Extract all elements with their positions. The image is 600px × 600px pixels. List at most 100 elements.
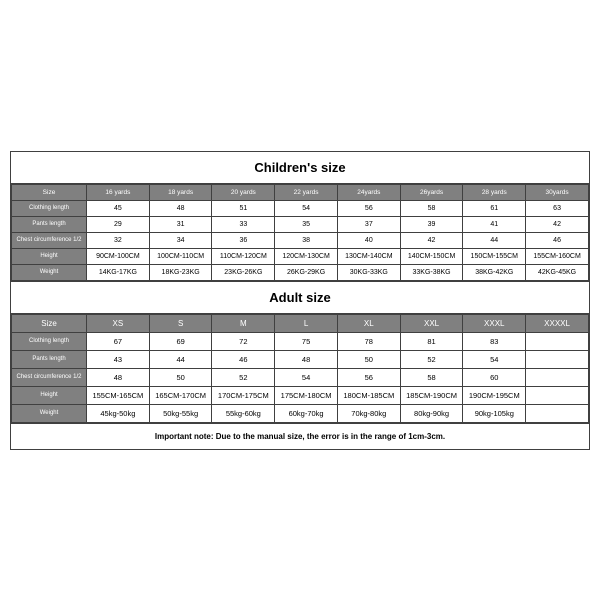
cell: 155CM-160CM [526, 248, 589, 264]
cell: 39 [400, 216, 463, 232]
col-header: 22 yards [275, 184, 338, 200]
cell: 140CM-150CM [400, 248, 463, 264]
cell: 72 [212, 332, 275, 350]
cell: 48 [87, 368, 150, 386]
cell: 45 [87, 200, 150, 216]
cell [526, 368, 589, 386]
cell: 23KG-26KG [212, 264, 275, 280]
cell: 43 [87, 350, 150, 368]
col-header: XXL [400, 314, 463, 332]
cell: 180CM-185CM [337, 386, 400, 404]
cell: 26KG-29KG [275, 264, 338, 280]
col-header: 28 yards [463, 184, 526, 200]
adult-table: Size XS S M L XL XXL XXXL XXXXL Clothing… [11, 314, 589, 423]
cell: 90CM-100CM [87, 248, 150, 264]
cell: 185CM-190CM [400, 386, 463, 404]
table-row: Pants length2931333537394142 [12, 216, 589, 232]
col-header: L [275, 314, 338, 332]
adult-body: Clothing length67697275788183Pants lengt… [12, 332, 589, 422]
row-label: Height [12, 248, 87, 264]
cell: 41 [463, 216, 526, 232]
cell [526, 386, 589, 404]
cell: 38 [275, 232, 338, 248]
cell: 190CM-195CM [463, 386, 526, 404]
cell: 52 [212, 368, 275, 386]
cell: 78 [337, 332, 400, 350]
cell: 75 [275, 332, 338, 350]
cell: 100CM-110CM [149, 248, 212, 264]
cell: 33KG-38KG [400, 264, 463, 280]
cell: 42 [526, 216, 589, 232]
cell: 69 [149, 332, 212, 350]
cell [526, 332, 589, 350]
table-row: Weight45kg-50kg50kg-55kg55kg-60kg60kg-70… [12, 404, 589, 422]
children-body: Clothing length4548515456586163Pants len… [12, 200, 589, 280]
col-header: XXXL [463, 314, 526, 332]
row-label: Height [12, 386, 87, 404]
cell: 58 [400, 200, 463, 216]
col-header: Size [12, 314, 87, 332]
table-row: Height90CM-100CM100CM-110CM110CM-120CM12… [12, 248, 589, 264]
cell: 42 [400, 232, 463, 248]
adult-title: Adult size [11, 281, 589, 314]
cell: 29 [87, 216, 150, 232]
cell: 63 [526, 200, 589, 216]
row-label: Chest circumference 1/2 [12, 368, 87, 386]
cell: 81 [400, 332, 463, 350]
cell: 61 [463, 200, 526, 216]
col-header: 16 yards [87, 184, 150, 200]
cell: 45kg-50kg [87, 404, 150, 422]
cell: 44 [149, 350, 212, 368]
size-chart-container: Children's size Size 16 yards 18 yards 2… [10, 151, 590, 450]
cell: 30KG-33KG [337, 264, 400, 280]
cell: 120CM-130CM [275, 248, 338, 264]
col-header: XXXXL [526, 314, 589, 332]
col-header: M [212, 314, 275, 332]
cell: 46 [526, 232, 589, 248]
cell: 46 [212, 350, 275, 368]
col-header: 26yards [400, 184, 463, 200]
cell: 44 [463, 232, 526, 248]
cell: 56 [337, 200, 400, 216]
cell: 36 [212, 232, 275, 248]
col-header: 24yards [337, 184, 400, 200]
row-label: Pants length [12, 350, 87, 368]
cell: 50 [337, 350, 400, 368]
cell: 67 [87, 332, 150, 350]
cell: 80kg-90kg [400, 404, 463, 422]
row-label: Pants length [12, 216, 87, 232]
cell: 14KG-17KG [87, 264, 150, 280]
table-row: Height155CM-165CM165CM-170CM170CM-175CM1… [12, 386, 589, 404]
row-label: Weight [12, 404, 87, 422]
col-header: Size [12, 184, 87, 200]
important-note: Important note: Due to the manual size, … [11, 423, 589, 449]
cell: 32 [87, 232, 150, 248]
cell: 31 [149, 216, 212, 232]
table-row: Clothing length4548515456586163 [12, 200, 589, 216]
cell: 90kg-105kg [463, 404, 526, 422]
cell: 52 [400, 350, 463, 368]
cell: 33 [212, 216, 275, 232]
col-header: XL [337, 314, 400, 332]
col-header: 18 yards [149, 184, 212, 200]
children-table: Size 16 yards 18 yards 20 yards 22 yards… [11, 184, 589, 281]
cell: 51 [212, 200, 275, 216]
cell: 35 [275, 216, 338, 232]
cell: 38KG-42KG [463, 264, 526, 280]
cell: 56 [337, 368, 400, 386]
cell: 54 [275, 368, 338, 386]
cell: 175CM-180CM [275, 386, 338, 404]
cell: 42KG-45KG [526, 264, 589, 280]
cell: 60 [463, 368, 526, 386]
children-title: Children's size [11, 152, 589, 184]
cell: 110CM-120CM [212, 248, 275, 264]
cell: 155CM-165CM [87, 386, 150, 404]
cell: 50 [149, 368, 212, 386]
table-row: Chest circumference 1/23234363840424446 [12, 232, 589, 248]
adult-header-row: Size XS S M L XL XXL XXXL XXXXL [12, 314, 589, 332]
table-row: Pants length43444648505254 [12, 350, 589, 368]
table-row: Clothing length67697275788183 [12, 332, 589, 350]
cell: 48 [149, 200, 212, 216]
row-label: Chest circumference 1/2 [12, 232, 87, 248]
children-header-row: Size 16 yards 18 yards 20 yards 22 yards… [12, 184, 589, 200]
